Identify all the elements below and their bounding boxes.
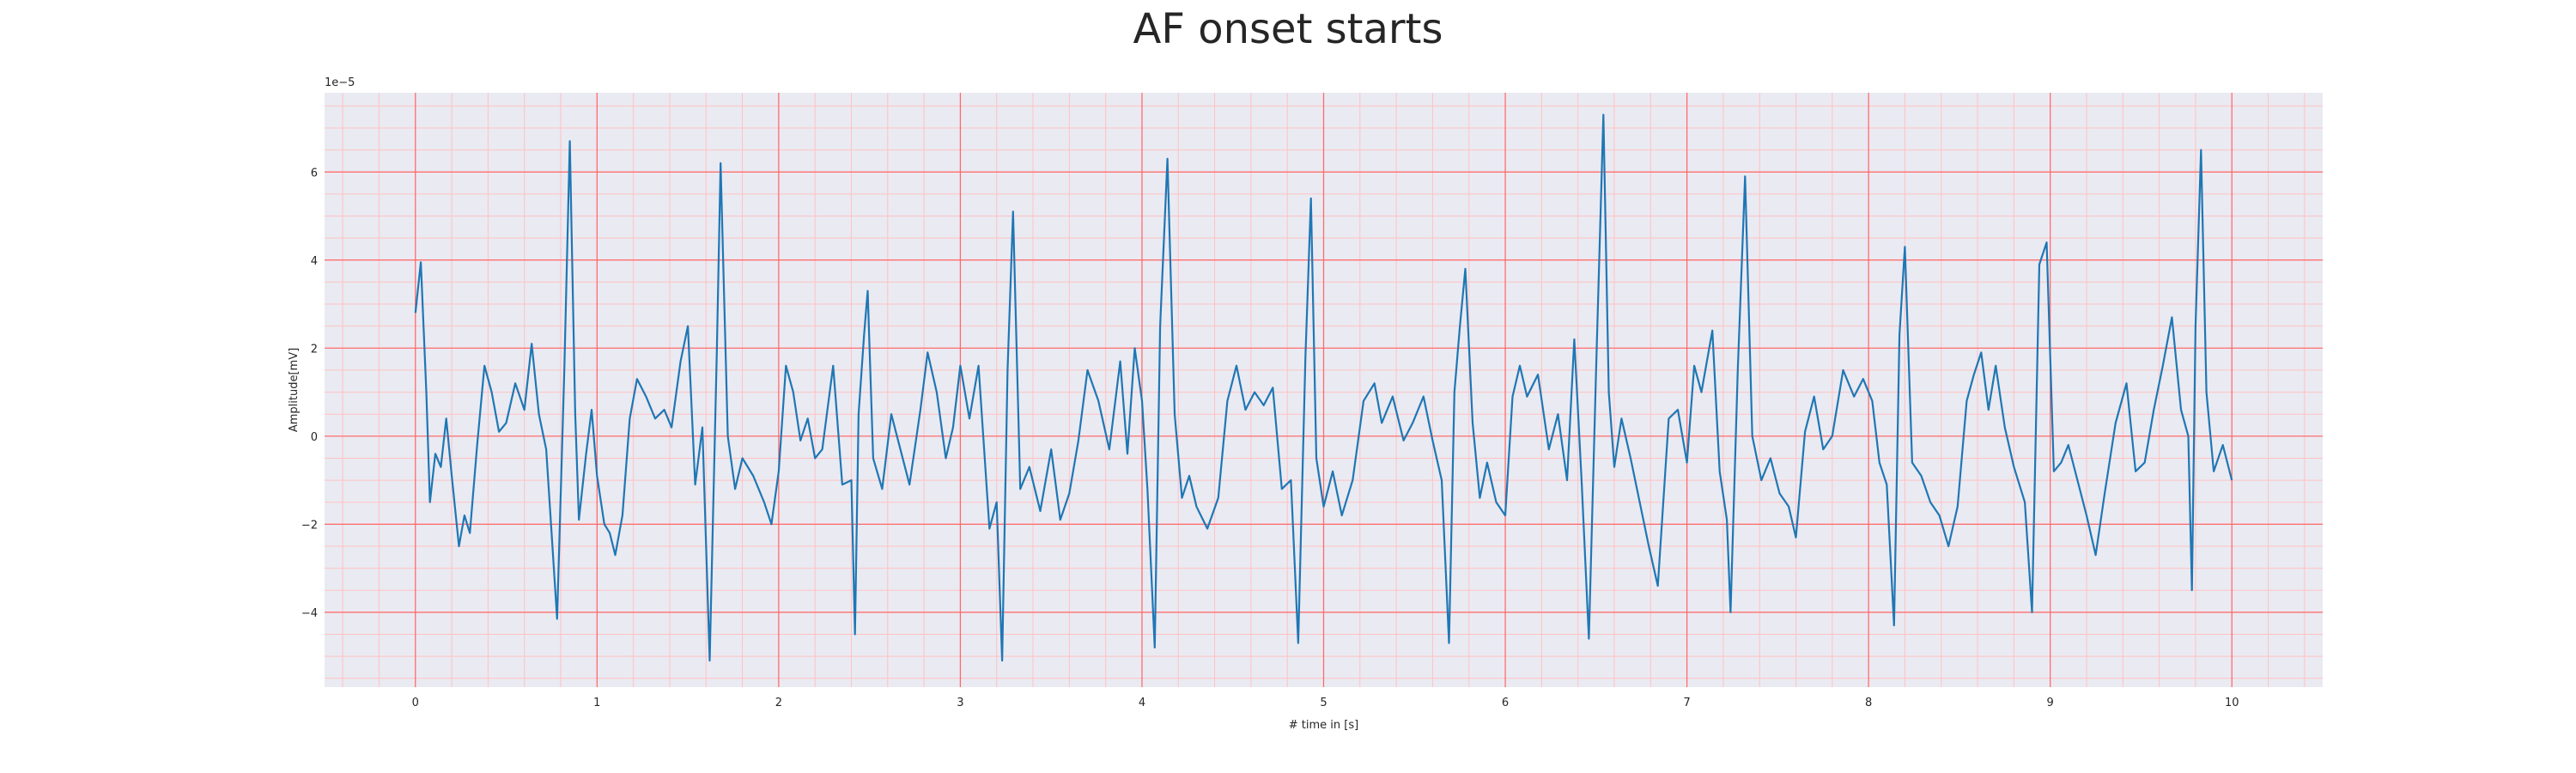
y-tick-label: 6 bbox=[311, 167, 318, 180]
major-grid bbox=[325, 93, 2323, 687]
x-tick-label: 8 bbox=[1865, 697, 1872, 709]
y-tick-label: 0 bbox=[311, 431, 318, 444]
x-tick-label: 6 bbox=[1502, 697, 1509, 709]
x-tick-label: 10 bbox=[2225, 697, 2239, 709]
x-tick-label: 5 bbox=[1320, 697, 1327, 709]
y-tick-label: −4 bbox=[301, 607, 318, 620]
y-axis-ticks: −4 −2 0 2 4 6 bbox=[301, 167, 318, 620]
x-tick-label: 9 bbox=[2047, 697, 2054, 709]
x-tick-label: 7 bbox=[1683, 697, 1690, 709]
x-tick-label: 0 bbox=[412, 697, 419, 709]
x-tick-label: 2 bbox=[775, 697, 782, 709]
x-tick-label: 3 bbox=[957, 697, 963, 709]
y-tick-label: 4 bbox=[311, 255, 318, 268]
y-tick-label: −2 bbox=[301, 519, 318, 532]
chart-title: AF onset starts bbox=[1133, 5, 1443, 53]
y-tick-label: 2 bbox=[311, 343, 318, 356]
y-axis-label: Amplitude[mV] bbox=[288, 348, 301, 432]
x-axis-label: # time in [s] bbox=[1289, 719, 1358, 732]
x-axis-ticks: 0 1 2 3 4 5 6 7 8 9 10 bbox=[412, 697, 2239, 709]
y-axis-offset-label: 1e−5 bbox=[325, 76, 355, 89]
x-tick-label: 4 bbox=[1139, 697, 1145, 709]
ecg-series-line bbox=[414, 113, 2233, 662]
x-tick-label: 1 bbox=[593, 697, 600, 709]
